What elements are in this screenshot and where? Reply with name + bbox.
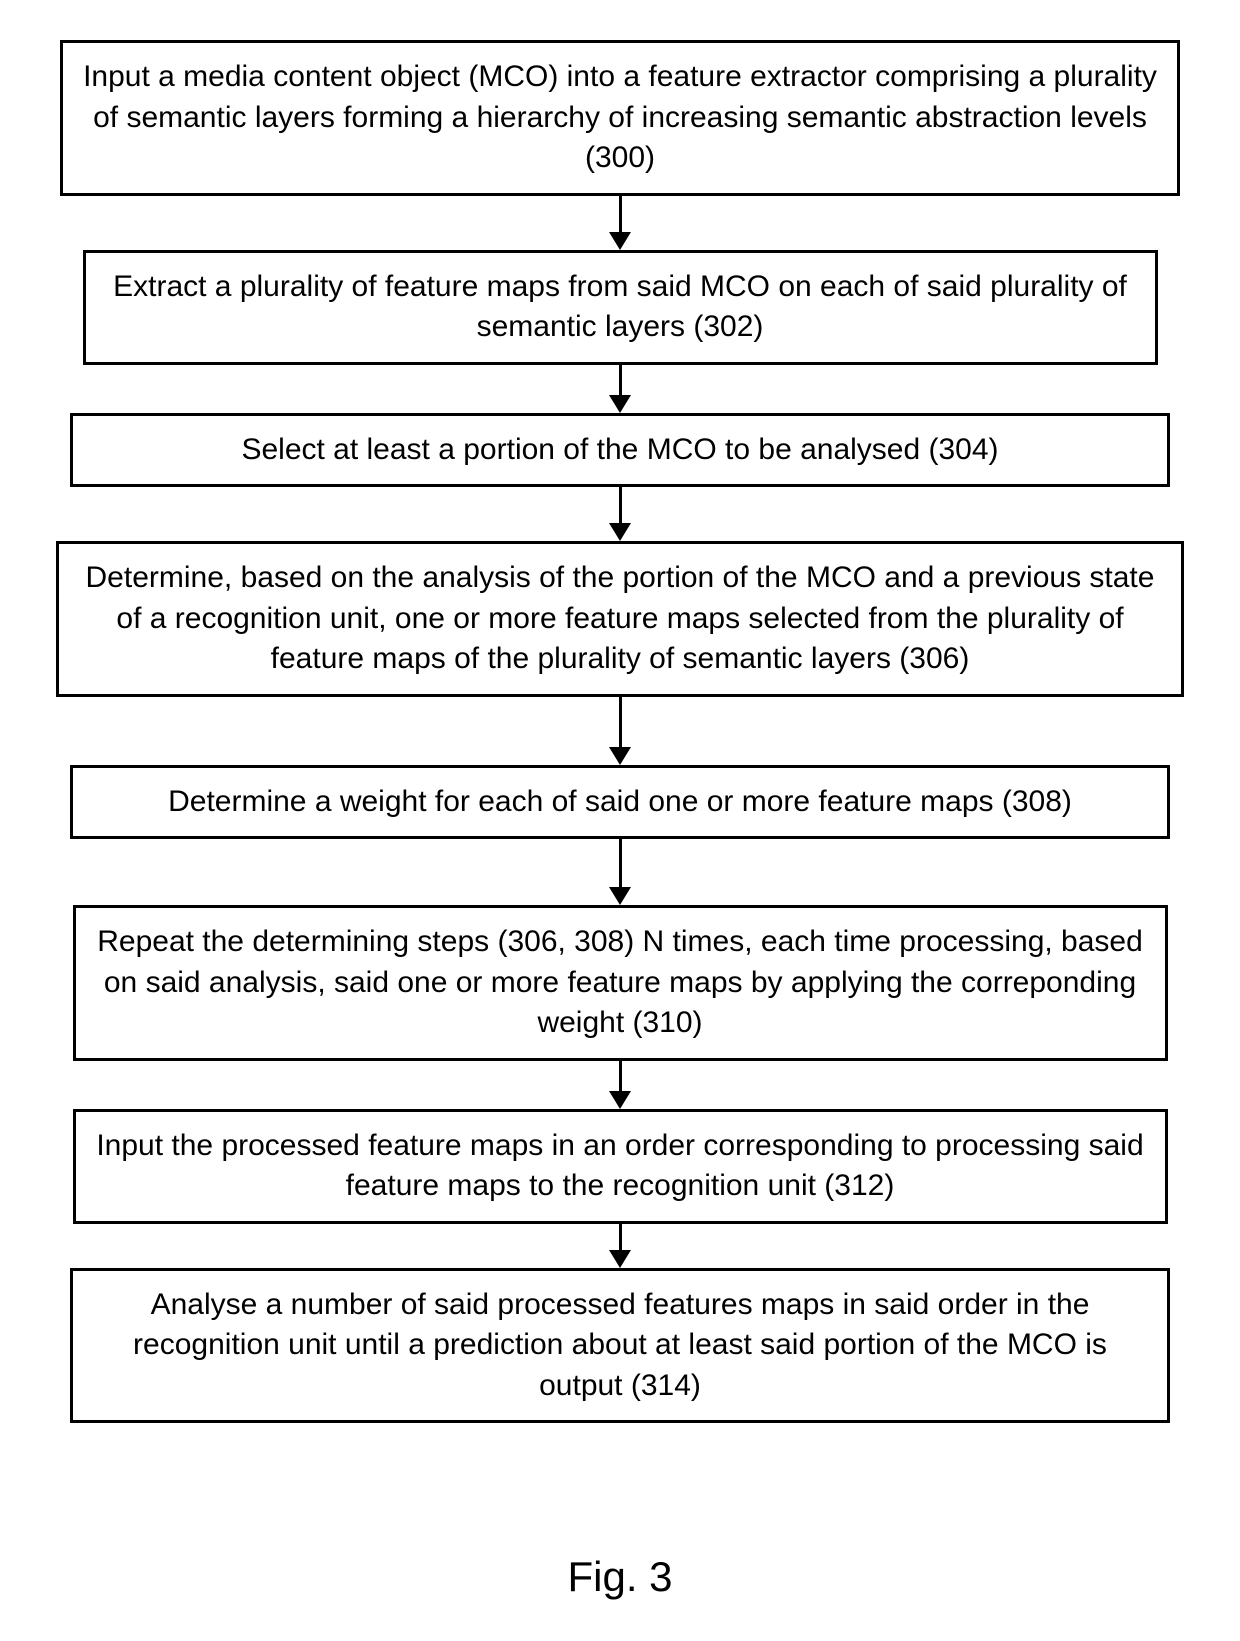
flowchart-step-step-314: Analyse a number of said processed featu… [70,1268,1170,1424]
flowchart-arrow [609,365,631,413]
flowchart-arrow [609,1224,631,1268]
flowchart-step-step-312: Input the processed feature maps in an o… [73,1109,1168,1224]
flowchart-step-step-300: Input a media content object (MCO) into … [60,40,1180,196]
flowchart-arrow [609,487,631,541]
flowchart-arrow [609,196,631,250]
flowchart-arrow [609,839,631,905]
flowchart-step-step-304: Select at least a portion of the MCO to … [70,413,1170,488]
flowchart-step-step-306: Determine, based on the analysis of the … [56,541,1184,697]
flowchart-arrow [609,1061,631,1109]
flowchart-step-step-308: Determine a weight for each of said one … [70,765,1170,840]
figure-caption: Fig. 3 [30,1553,1210,1601]
flowchart-arrow [609,697,631,765]
flowchart-step-step-310: Repeat the determining steps (306, 308) … [73,905,1168,1061]
flowchart-step-step-302: Extract a plurality of feature maps from… [83,250,1158,365]
flowchart-container: Input a media content object (MCO) into … [30,40,1210,1423]
